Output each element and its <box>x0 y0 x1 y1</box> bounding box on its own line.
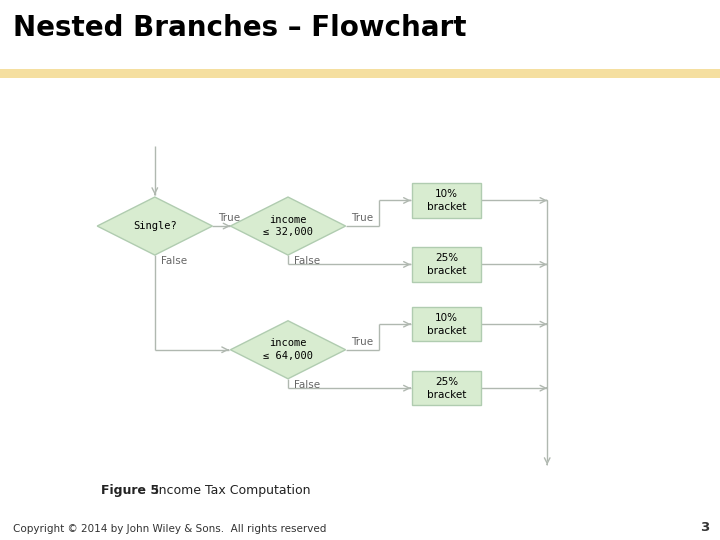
Polygon shape <box>97 197 212 255</box>
FancyBboxPatch shape <box>412 184 481 218</box>
Text: Figure 5: Figure 5 <box>101 484 159 497</box>
Polygon shape <box>230 197 346 255</box>
Text: income
≤ 64,000: income ≤ 64,000 <box>263 339 313 361</box>
Text: True: True <box>351 336 374 347</box>
Text: Nested Branches – Flowchart: Nested Branches – Flowchart <box>13 14 467 42</box>
Text: False: False <box>294 255 320 266</box>
FancyBboxPatch shape <box>412 247 481 281</box>
Text: Income Tax Computation: Income Tax Computation <box>155 484 310 497</box>
Text: income
≤ 32,000: income ≤ 32,000 <box>263 214 313 238</box>
Text: 25%
bracket: 25% bracket <box>427 253 466 276</box>
FancyBboxPatch shape <box>412 371 481 405</box>
Text: True: True <box>351 213 374 223</box>
Text: True: True <box>218 213 240 223</box>
Text: Single?: Single? <box>133 221 176 231</box>
Text: 10%
bracket: 10% bracket <box>427 313 466 335</box>
Text: False: False <box>294 380 320 390</box>
FancyBboxPatch shape <box>412 307 481 341</box>
Text: 25%
bracket: 25% bracket <box>427 377 466 400</box>
Text: 3: 3 <box>700 521 709 534</box>
Text: 10%
bracket: 10% bracket <box>427 189 466 212</box>
Text: Copyright © 2014 by John Wiley & Sons.  All rights reserved: Copyright © 2014 by John Wiley & Sons. A… <box>13 523 326 534</box>
Text: False: False <box>161 256 186 266</box>
Polygon shape <box>230 321 346 379</box>
